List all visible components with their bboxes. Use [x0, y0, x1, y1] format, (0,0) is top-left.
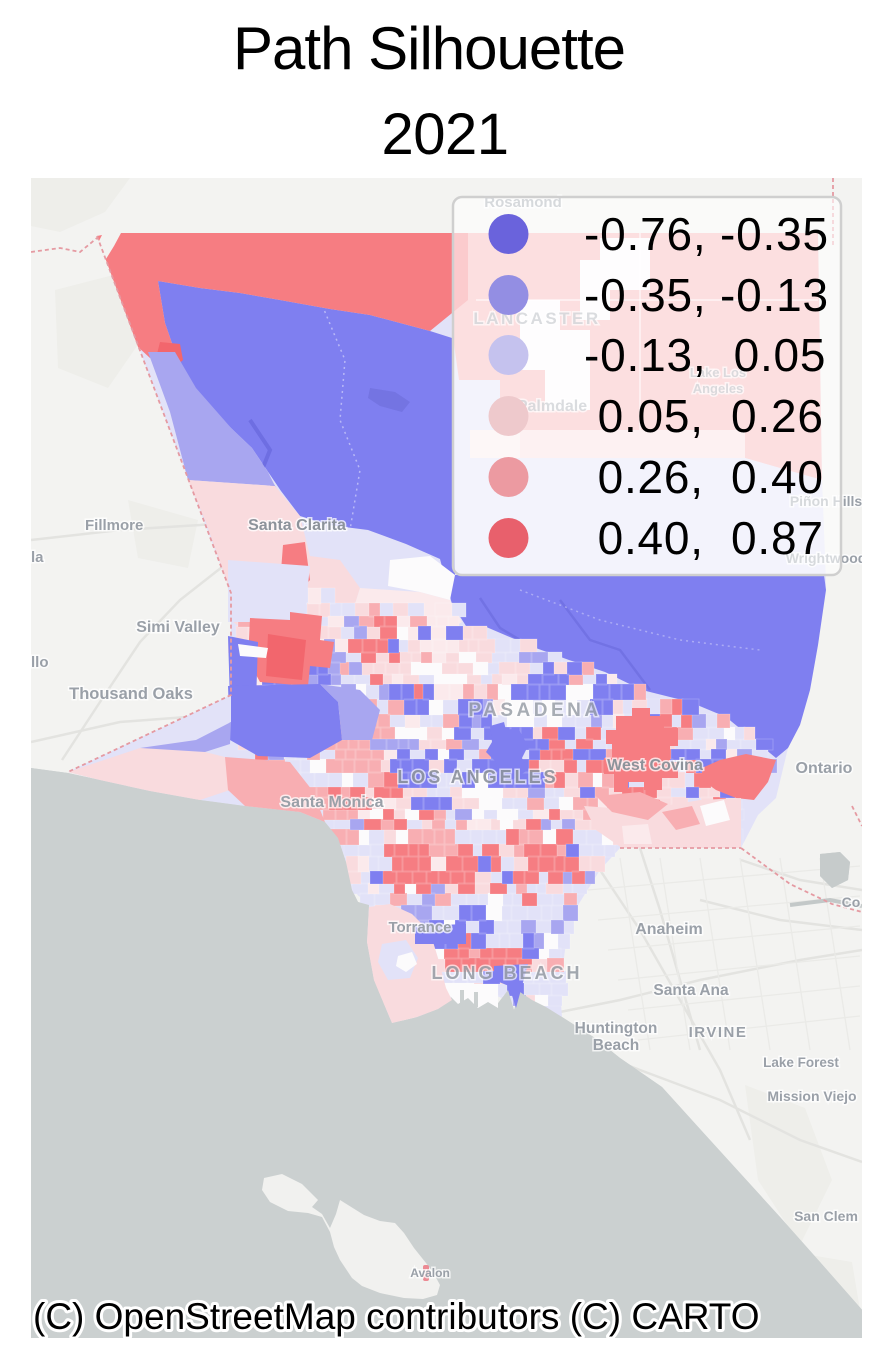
svg-text:Santa Monica: Santa Monica: [280, 794, 383, 811]
svg-text:Avalon: Avalon: [410, 1266, 450, 1280]
svg-text:-0.13, 0.05: -0.13, 0.05: [584, 329, 826, 381]
svg-text:0.05, 0.26: 0.05, 0.26: [584, 390, 824, 442]
svg-text:West Covina: West Covina: [607, 757, 703, 774]
svg-text:Fillmore: Fillmore: [85, 517, 143, 534]
svg-text:llo: llo: [31, 654, 49, 671]
svg-text:Co: Co: [842, 894, 861, 910]
svg-text:-0.76, -0.35: -0.76, -0.35: [584, 208, 829, 260]
svg-text:IRVINE: IRVINE: [689, 1024, 748, 1041]
svg-text:0.26, 0.40: 0.26, 0.40: [584, 451, 824, 503]
svg-text:LOS ANGELES: LOS ANGELES: [397, 767, 558, 787]
svg-text:-0.35, -0.13: -0.35, -0.13: [584, 269, 829, 321]
svg-text:LONG BEACH: LONG BEACH: [432, 963, 583, 983]
svg-text:PASADENA: PASADENA: [468, 700, 601, 721]
svg-text:Ontario: Ontario: [796, 760, 853, 777]
svg-text:San Clem: San Clem: [794, 1208, 858, 1224]
svg-text:Mission Viejo: Mission Viejo: [767, 1088, 856, 1104]
svg-text:Huntington: Huntington: [575, 1020, 658, 1037]
svg-text:Simi Valley: Simi Valley: [136, 619, 220, 636]
svg-text:Beach: Beach: [593, 1037, 640, 1054]
svg-text:Anaheim: Anaheim: [635, 921, 703, 938]
svg-text:Thousand Oaks: Thousand Oaks: [69, 685, 193, 703]
svg-text:la: la: [31, 549, 44, 566]
svg-text:Lake Forest: Lake Forest: [763, 1055, 839, 1070]
svg-text:Santa Clarita: Santa Clarita: [248, 517, 346, 534]
svg-text:Torrance: Torrance: [388, 919, 451, 936]
svg-text:(C) OpenStreetMap contributors: (C) OpenStreetMap contributors (C) CARTO: [33, 1296, 760, 1337]
svg-text:Santa Ana: Santa Ana: [653, 982, 729, 999]
svg-text:0.40, 0.87: 0.40, 0.87: [584, 512, 824, 564]
